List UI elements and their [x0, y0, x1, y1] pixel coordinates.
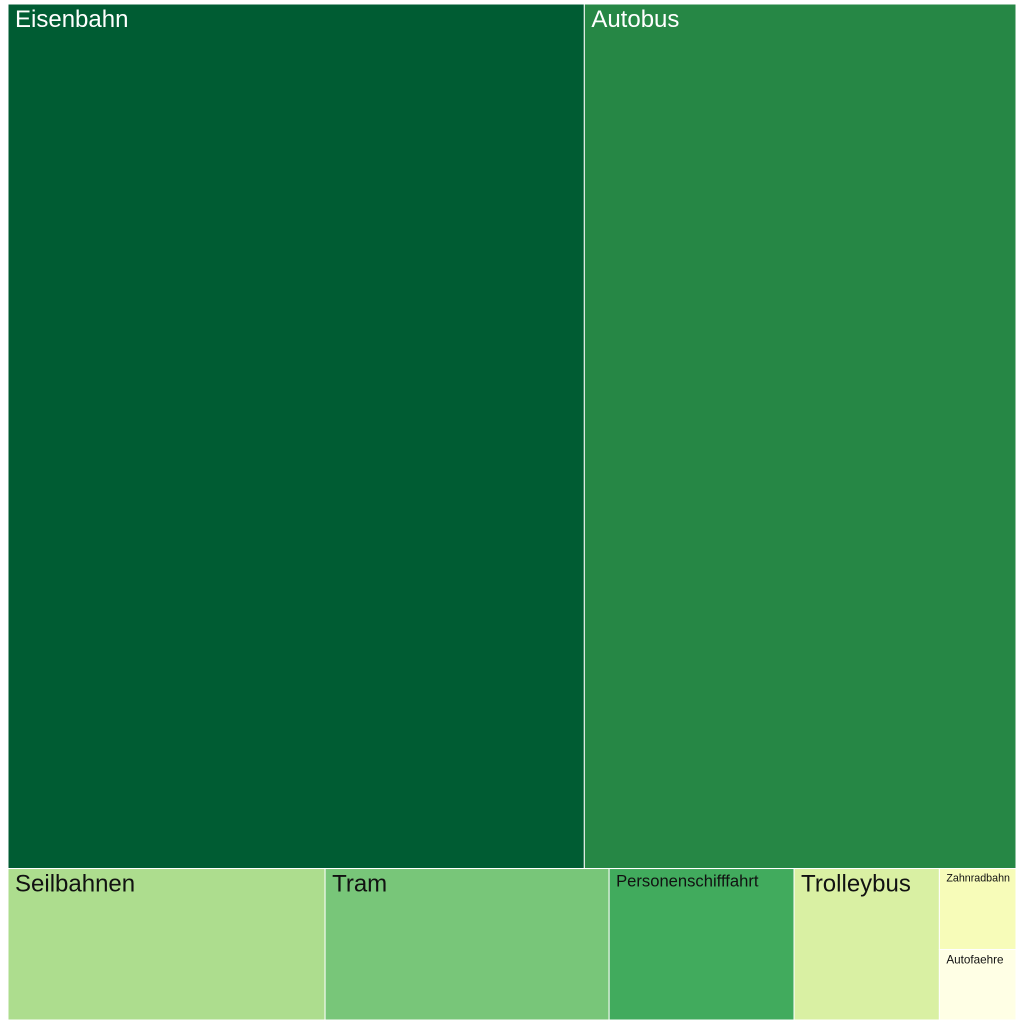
tile — [938, 868, 1017, 950]
tile — [938, 948, 1017, 1021]
tile-label: Seilbahnen — [15, 870, 135, 897]
tile — [7, 868, 326, 1021]
tile — [583, 3, 1017, 870]
tile-label: Autofaehre — [946, 953, 1003, 966]
tile — [7, 3, 585, 870]
tile-label: Personenschifffahrt — [616, 872, 759, 891]
tile-label: Autobus — [591, 6, 679, 33]
tile — [608, 868, 795, 1021]
tile-label: Zahnradbahn — [946, 873, 1010, 885]
tile — [324, 868, 610, 1021]
tile-label: Eisenbahn — [15, 6, 128, 33]
tile-label: Trolleybus — [801, 870, 911, 897]
tile — [793, 868, 940, 1021]
tile-label: Tram — [332, 870, 387, 897]
